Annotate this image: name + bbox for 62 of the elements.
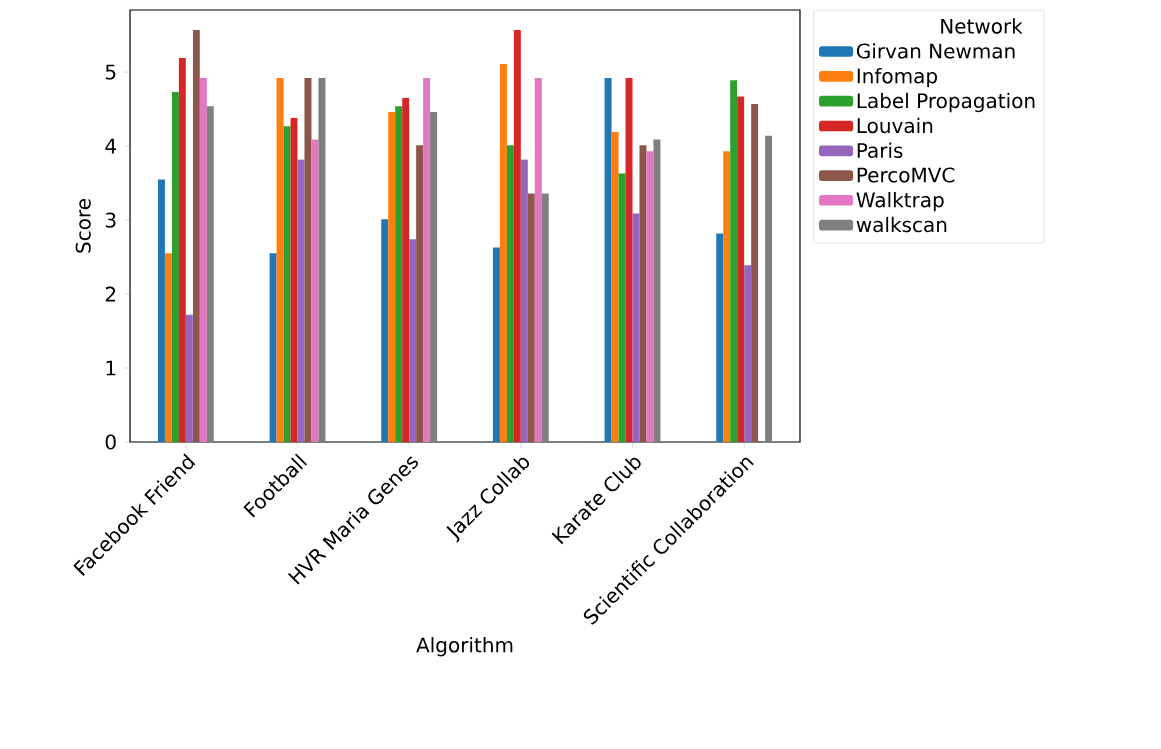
legend-label: Label Propagation — [857, 92, 1035, 113]
bar — [751, 103, 759, 442]
bar — [178, 58, 186, 442]
legend-title: Network — [941, 18, 1023, 34]
bar — [290, 117, 298, 442]
bar — [402, 98, 410, 442]
bar — [639, 145, 647, 442]
legend-label: Louvain — [857, 117, 933, 134]
bar — [541, 193, 549, 442]
legend-label: Girvan Newman — [856, 43, 1015, 59]
bar — [625, 78, 633, 442]
bar — [304, 78, 312, 442]
bar — [653, 139, 661, 442]
bar — [164, 253, 172, 442]
legend-label: Infomap — [857, 68, 938, 88]
bar — [416, 145, 424, 442]
y-tick-label: 4 — [105, 138, 116, 154]
bar — [157, 179, 165, 442]
y-tick-label: 5 — [105, 64, 116, 80]
y-tick-label: 2 — [105, 286, 116, 302]
bar — [430, 112, 438, 442]
bar — [269, 253, 277, 442]
bar — [276, 78, 284, 442]
bar — [395, 106, 403, 442]
bar — [423, 78, 431, 442]
bar — [388, 112, 396, 442]
bar — [618, 173, 626, 442]
bar — [737, 96, 745, 442]
bar — [311, 139, 319, 442]
y-tick-label: 3 — [105, 212, 116, 228]
legend-label: Paris — [857, 142, 903, 159]
bar — [199, 78, 207, 442]
bar — [381, 219, 389, 442]
bar — [604, 78, 612, 442]
bar — [506, 145, 514, 442]
bar — [492, 247, 500, 442]
bar — [716, 233, 724, 442]
legend-label: Walktrap — [856, 191, 944, 212]
bar — [409, 239, 417, 442]
bar — [513, 29, 521, 442]
x-axis-title: Algorithm — [416, 637, 513, 657]
bar — [318, 78, 326, 442]
bar — [765, 135, 773, 442]
bar — [611, 132, 619, 442]
bar — [520, 159, 528, 442]
y-tick-label: 1 — [106, 360, 116, 376]
legend-label: PercoMVC — [857, 167, 955, 183]
bar — [646, 151, 654, 442]
bar — [534, 78, 542, 442]
bar — [206, 106, 214, 442]
bar — [185, 314, 193, 442]
bar — [730, 80, 738, 442]
bar — [283, 126, 291, 442]
bar — [499, 63, 507, 442]
bar — [192, 29, 200, 442]
bar — [744, 265, 752, 442]
bar — [723, 151, 731, 442]
bar — [171, 92, 179, 442]
bar — [527, 193, 535, 442]
legend-label: walkscan — [856, 216, 947, 233]
y-axis-title: Score — [75, 199, 91, 253]
y-tick-label: 0 — [105, 434, 116, 450]
